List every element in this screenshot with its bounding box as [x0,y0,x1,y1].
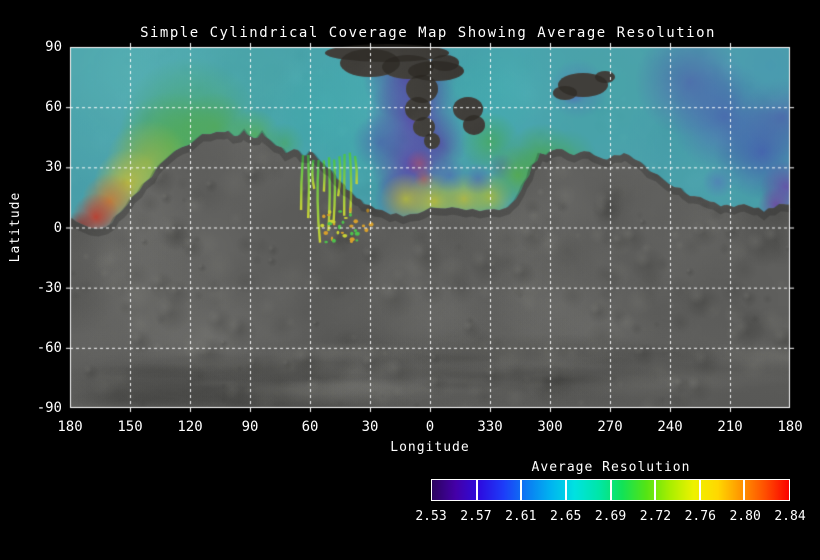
y-tick-label: 60 [45,99,62,116]
colorbar-separator [520,480,523,500]
colorbar-tick-label: 2.61 [505,509,537,524]
colorbar-tick-label: 2.80 [729,509,761,524]
x-tick-label: 30 [361,419,379,435]
colorbar-separator [609,480,612,500]
x-tick-label: 270 [597,419,623,435]
colorbar-separator [564,480,567,500]
x-tick-label: 60 [301,419,319,435]
colorbar-separator [475,480,478,500]
colorbar-tick-label: 2.53 [415,509,447,524]
colorbar-tick-label: 2.57 [460,509,492,524]
colorbar-tick-label: 2.65 [549,509,582,524]
y-tick-label: -60 [36,339,62,356]
colorbar-tick-label: 2.76 [684,509,716,524]
colorbar-tick-label: 2.72 [639,509,672,524]
y-tick-label: -30 [36,279,62,296]
colorbar-separator [743,480,746,500]
x-tick-label: 330 [477,419,503,435]
colorbar-title: Average Resolution [531,460,691,475]
x-tick-label: 180 [57,419,83,435]
y-tick-label: 30 [45,159,62,176]
colorbar-tick-label: 2.69 [594,509,627,524]
y-tick-label: 90 [45,39,62,55]
x-tick-label: 120 [177,419,203,435]
y-tick-label: 0 [53,219,62,236]
x-tick-label: 90 [241,419,259,435]
x-tick-label: 210 [717,419,743,435]
colorbar [431,479,790,501]
x-tick-label: 150 [117,419,143,435]
x-tick-label: 180 [777,419,803,435]
chart-title: Simple Cylindrical Coverage Map Showing … [140,25,716,41]
x-axis-label: Longitude [390,440,470,455]
colorbar-tick-label: 2.84 [774,509,806,524]
coverage-map-canvas [64,41,796,414]
x-tick-label: 300 [537,419,563,435]
y-tick-label: -90 [36,400,62,416]
colorbar-separator [698,480,701,500]
x-tick-label: 0 [425,419,435,435]
colorbar-separator [654,480,657,500]
x-tick-label: 240 [657,419,683,435]
